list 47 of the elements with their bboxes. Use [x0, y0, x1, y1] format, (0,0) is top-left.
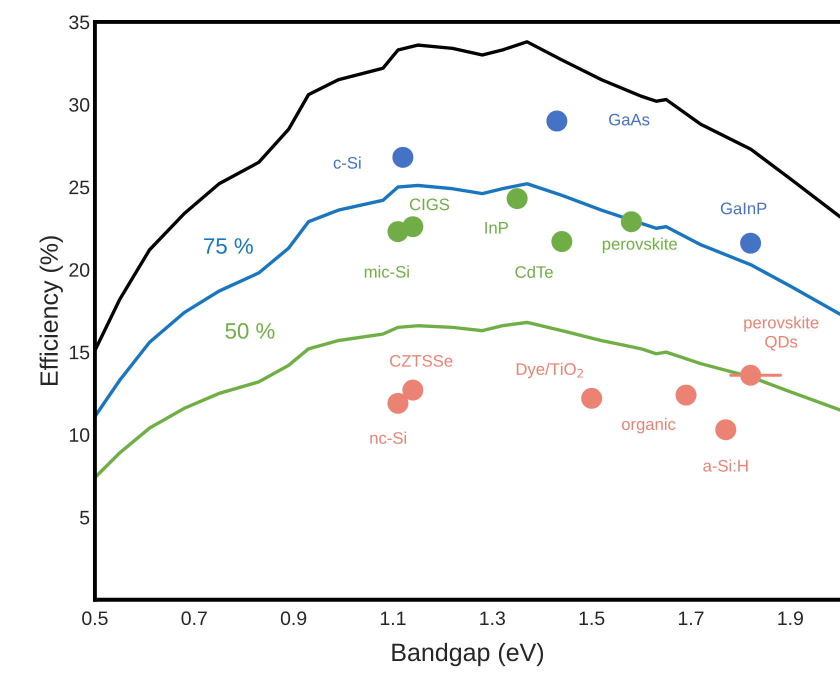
- point: [387, 221, 408, 242]
- x-tick-label: 0.9: [280, 611, 306, 626]
- point: [402, 380, 424, 401]
- series-label: c-Si: [334, 156, 361, 169]
- y-tick-label: 5: [80, 510, 90, 524]
- series-label: 50 %: [225, 323, 274, 339]
- series-label: perovskite QDs: [744, 316, 818, 351]
- point: [715, 419, 736, 440]
- y-tick-label: 10: [70, 428, 90, 442]
- point: [392, 146, 414, 168]
- point: [546, 110, 568, 132]
- text: GaAs: [609, 114, 650, 126]
- series-label: 75 %: [204, 238, 253, 254]
- y-tick-label: 30: [69, 98, 90, 112]
- point: [551, 231, 572, 252]
- point: [740, 232, 762, 254]
- y-tick-label: 35: [69, 15, 90, 30]
- x-tick-label: 1.9: [778, 611, 803, 626]
- series-label: perovskite: [602, 238, 677, 254]
- y-tick-label: 15: [70, 346, 90, 360]
- x-tick-label: 1.5: [580, 612, 604, 626]
- point: [387, 392, 408, 414]
- series-label: GaInP: [720, 202, 766, 214]
- x-tick-label: 0.7: [182, 611, 207, 626]
- x-axis-title: Bandgap (eV): [392, 642, 544, 666]
- series-label: CZTSSe: [390, 355, 452, 367]
- series-label: Dye/TiO$_{2}$: [516, 362, 583, 378]
- point: [740, 364, 762, 386]
- series-label: CIGS: [410, 198, 450, 210]
- point: [506, 188, 528, 210]
- series-label: InP: [485, 222, 508, 234]
- point: [581, 388, 602, 409]
- series-label: mic-Si: [364, 266, 409, 278]
- x-tick-label: 0.5: [82, 611, 108, 626]
- x-tick-label: 1.7: [678, 612, 704, 625]
- x-tick-label: 1.1: [380, 612, 406, 625]
- series-label: a-Si:H: [703, 459, 748, 472]
- series-label: nc-Si: [370, 432, 406, 444]
- x-tick-label: 1.3: [480, 611, 505, 626]
- y-axis-title: Efficiency (%): [40, 236, 63, 385]
- line-series: [94, 182, 840, 418]
- y-tick-label: 25: [69, 180, 90, 194]
- series-label: organic: [622, 418, 676, 434]
- point: [676, 384, 696, 406]
- series-label: CdTe: [515, 266, 553, 278]
- point: [620, 211, 642, 232]
- y-tick-label: 20: [69, 263, 90, 277]
